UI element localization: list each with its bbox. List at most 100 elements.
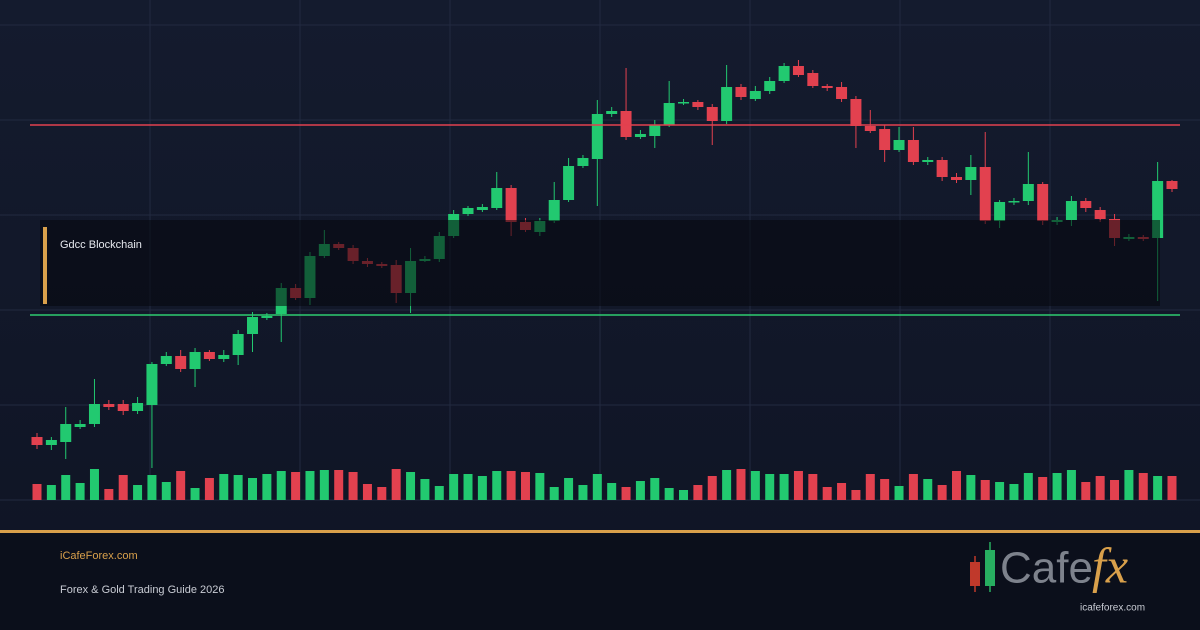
candle-body: [994, 202, 1006, 221]
volume-bar: [808, 474, 818, 500]
volume-bar: [46, 485, 56, 500]
volume-bar: [161, 482, 171, 500]
volume-bar: [578, 485, 588, 500]
candle-body: [218, 355, 230, 359]
volume-bar: [477, 476, 487, 500]
volume-bar: [1138, 473, 1148, 500]
volume-bar: [865, 474, 875, 500]
volume-bar: [449, 474, 459, 500]
volume-bar: [679, 490, 689, 500]
candle-body: [764, 81, 776, 91]
volume-bar: [362, 484, 372, 500]
candle-body: [462, 208, 474, 214]
volume-bar: [1038, 477, 1048, 500]
candle-body: [591, 114, 603, 159]
candle-body: [936, 160, 948, 177]
volume-bar: [592, 474, 602, 500]
candle-body: [907, 140, 919, 162]
volume-bar: [204, 478, 214, 500]
volume-bar: [520, 472, 530, 500]
candle-body: [74, 424, 86, 427]
candle-body: [606, 111, 618, 114]
candle-body: [735, 87, 747, 97]
candle-body: [505, 188, 517, 222]
volume-bar: [621, 487, 631, 500]
candle-body: [879, 129, 891, 150]
volume-bar: [118, 475, 128, 500]
volume-bar: [291, 472, 301, 500]
candle-body: [706, 107, 718, 121]
candle-body: [232, 334, 244, 355]
volume-bar: [305, 471, 315, 500]
candle-body: [649, 125, 661, 136]
candle-body: [1094, 210, 1106, 219]
candle-body: [1065, 201, 1077, 220]
candle-body: [548, 200, 560, 221]
volume-bar: [89, 469, 99, 500]
volume-bar: [1124, 470, 1134, 500]
volume-bar: [492, 471, 502, 500]
logo-fx: fx: [1092, 537, 1128, 593]
candle-body: [663, 103, 675, 125]
volume-bar: [219, 474, 229, 500]
volume-bar: [391, 469, 401, 500]
volume-bar: [420, 479, 430, 500]
footer-site: iCafeForex.com: [60, 550, 138, 562]
volume-bar: [995, 482, 1005, 500]
volume-bar: [176, 471, 186, 500]
candle-body: [965, 167, 977, 180]
candle-body: [692, 102, 704, 107]
volume-bar: [190, 488, 200, 500]
volume-bar: [348, 472, 358, 500]
volume-bar: [32, 484, 42, 500]
volume-bar: [1081, 482, 1091, 500]
volume-bar: [908, 474, 918, 500]
candle-body: [620, 111, 632, 137]
annotation: Gdcc Blockchain: [60, 239, 142, 251]
volume-bar: [248, 478, 258, 500]
candle-body: [31, 437, 43, 445]
volume-bar: [980, 480, 990, 500]
candle-body: [678, 102, 690, 104]
logo-icon: [970, 542, 995, 592]
volume-bar: [837, 483, 847, 500]
volume-bar: [736, 469, 746, 500]
volume-bar: [1153, 476, 1163, 500]
volume-bar: [693, 485, 703, 500]
logo-url: icafeforex.com: [1080, 603, 1145, 614]
candle-body: [88, 404, 100, 424]
volume-bar: [923, 479, 933, 500]
volume-bar: [535, 473, 545, 500]
volume-bar: [722, 470, 732, 500]
candle-body: [922, 160, 934, 162]
volume-bar: [607, 483, 617, 500]
footer-subtitle: Forex & Gold Trading Guide 2026: [60, 584, 224, 596]
candle-body: [893, 140, 905, 150]
candle-body: [634, 134, 646, 137]
candle-body: [247, 317, 259, 334]
volume-bar: [434, 486, 444, 500]
volume-bar: [1009, 484, 1019, 500]
candle-body: [117, 404, 129, 411]
volume-bar: [793, 471, 803, 500]
candle-body: [1037, 184, 1049, 221]
candle-body: [1008, 201, 1020, 203]
candle-body: [563, 166, 575, 200]
candle-body: [189, 352, 201, 369]
plot: [30, 60, 1180, 500]
volume-bar: [377, 487, 387, 500]
candle-body: [1152, 181, 1164, 238]
volume-bar: [894, 486, 904, 500]
candle-body: [950, 177, 962, 180]
volume-bar: [1110, 480, 1120, 500]
candle-body: [821, 86, 833, 88]
volume-bar: [75, 483, 85, 500]
candle-body: [721, 87, 733, 121]
logo-word: Cafe: [1000, 544, 1093, 593]
candle-body: [491, 188, 503, 208]
candle-body: [45, 440, 57, 445]
candle-body: [60, 424, 72, 442]
candle-body: [132, 403, 144, 411]
volume-bar: [262, 474, 272, 500]
